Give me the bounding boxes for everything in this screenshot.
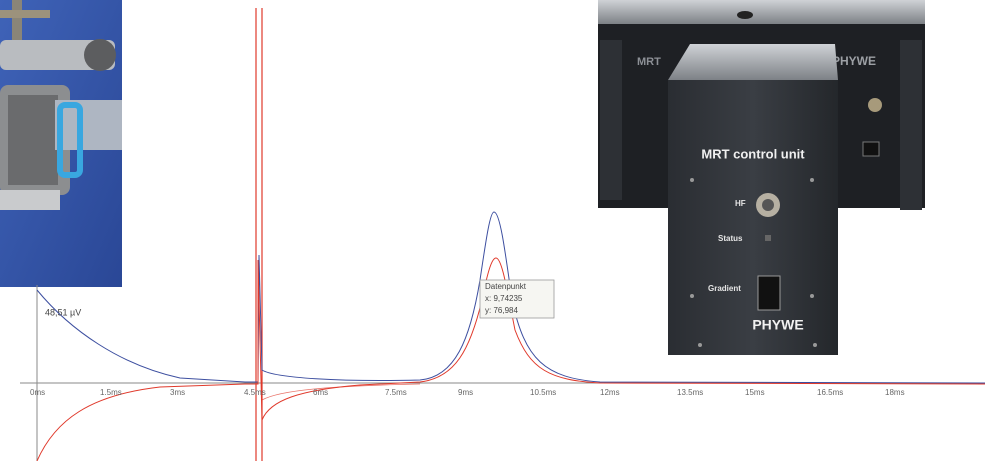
status-label: Status — [718, 234, 743, 243]
x-tick-label: 12ms — [600, 388, 620, 397]
device-photo: MRT PHYWE MRT control unit HF Status Gra… — [598, 0, 925, 355]
x-tick-label: 9ms — [458, 388, 473, 397]
plot: 48,51 µV 0ms 1.5ms 3ms 4.5ms 6ms 7.5ms 9ms 10.5… — [20, 8, 986, 462]
y-label: 48,51 µV — [45, 307, 81, 317]
tooltip-y: y: 76,984 — [485, 306, 518, 315]
x-tick-label: 18ms — [885, 388, 905, 397]
x-tick-label: 10.5ms — [530, 388, 556, 397]
x-tick-label: 6ms — [313, 388, 328, 397]
hf-label: HF — [735, 199, 746, 208]
x-tick-label: 0ms — [30, 388, 45, 397]
apparatus-photo — [0, 0, 122, 287]
x-tick-label: 7.5ms — [385, 388, 407, 397]
signal-trace-red — [261, 383, 421, 401]
tooltip-x: x: 9,74235 — [485, 294, 523, 303]
tooltip-title: Datenpunkt — [485, 282, 527, 291]
x-tick-label: 13.5ms — [677, 388, 703, 397]
x-tick-label: 15ms — [745, 388, 765, 397]
x-tick-label: 1.5ms — [100, 388, 122, 397]
x-tick-label: 3ms — [170, 388, 185, 397]
gradient-label: Gradient — [708, 284, 741, 293]
brand: PHYWE — [752, 317, 803, 333]
signal-trace-red — [36, 257, 986, 462]
back-brand: PHYWE — [832, 54, 876, 68]
device-title: MRT control unit — [701, 146, 805, 161]
svg-text:MRT: MRT — [637, 56, 661, 68]
tooltip: Datenpunkt x: 9,74235 y: 76,984 — [479, 279, 555, 319]
x-tick-labels: 0ms 1.5ms 3ms 4.5ms 6ms 7.5ms 9ms 10.5ms 12ms 13.… — [30, 388, 905, 397]
x-tick-label: 16.5ms — [817, 388, 843, 397]
x-tick-label: 4.5ms — [244, 388, 266, 397]
